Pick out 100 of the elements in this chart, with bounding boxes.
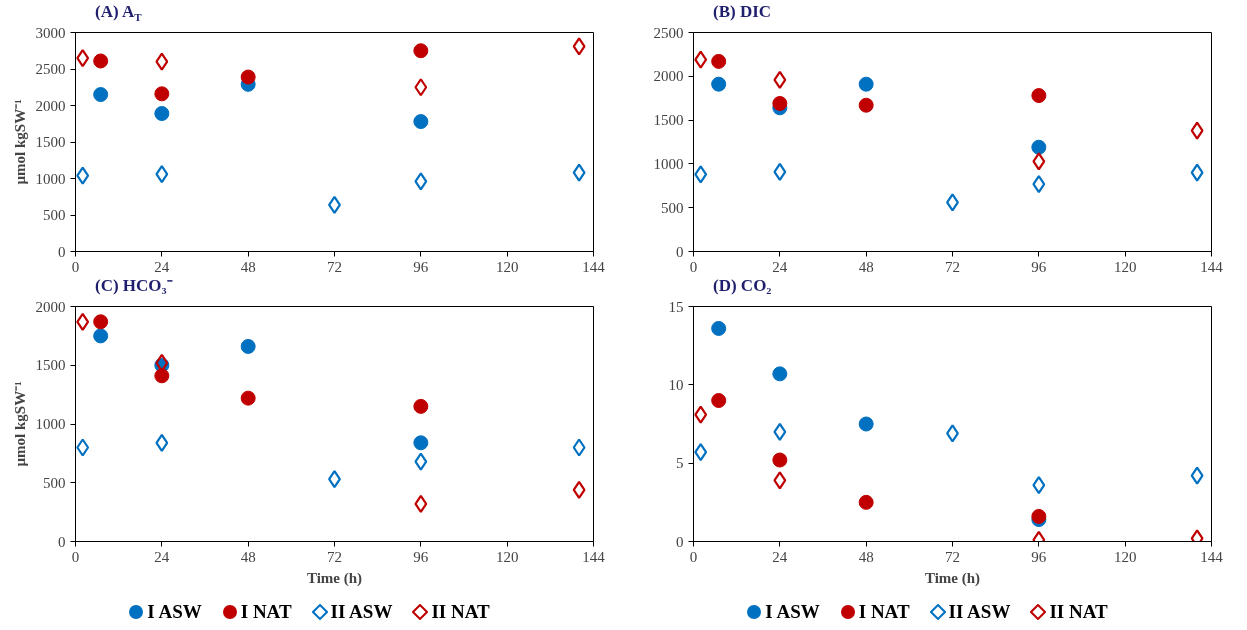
x-tick-label: 48: [858, 258, 874, 275]
y-tick-label: 500: [661, 199, 684, 216]
point: [154, 106, 170, 122]
x-tick-label: 24: [772, 258, 788, 275]
chart-title: (C) HCO₃⁻: [95, 275, 173, 297]
chart-title: (D) CO₂: [713, 275, 772, 297]
chart-title: (A) A$_{T}$: [95, 1, 142, 26]
y-tick-label: 5: [676, 455, 684, 472]
x-tick-label: 0: [71, 258, 80, 275]
point: [413, 435, 429, 451]
y-tick-label: 500: [43, 474, 66, 491]
point: [93, 314, 109, 330]
y-tick-label: 500: [43, 207, 66, 223]
x-axis-title: Time (h): [306, 569, 363, 587]
x-tick-label: 72: [327, 548, 342, 565]
point: [76, 166, 90, 185]
point: [414, 172, 428, 191]
point: [155, 433, 169, 452]
legend-label: I NAT: [857, 601, 910, 622]
x-tick-label: 72: [945, 258, 960, 275]
point: [413, 398, 429, 414]
point: [155, 165, 169, 184]
y-tick-label: 2000: [35, 97, 66, 114]
point: [413, 43, 429, 59]
y-tick-label: 3000: [35, 24, 66, 41]
point: [1031, 139, 1047, 155]
point: [711, 320, 727, 336]
x-tick-label: 144: [582, 548, 606, 565]
point: [694, 443, 708, 462]
point: [772, 452, 788, 468]
y-tick-label: 0: [676, 243, 684, 260]
point: [1032, 476, 1046, 495]
point: [711, 393, 727, 408]
legend-label: II NAT: [430, 601, 490, 622]
x-tick-label: 48: [240, 548, 256, 565]
point: [1190, 466, 1204, 485]
legend-label: I NAT: [239, 601, 292, 622]
point: [572, 163, 586, 182]
point: [572, 37, 586, 56]
point: [773, 162, 787, 181]
point: [154, 368, 170, 384]
x-tick-label: 72: [327, 258, 342, 275]
legend-label: I ASW: [146, 601, 202, 622]
point: [154, 86, 170, 102]
point: [694, 50, 708, 69]
x-tick-label: 96: [413, 548, 429, 565]
chart-title: (B) DIC: [713, 1, 772, 23]
y-tick-label: 0: [58, 243, 66, 260]
point: [76, 48, 90, 68]
point: [414, 494, 428, 513]
point: [858, 416, 874, 432]
point: [711, 76, 727, 92]
point: [773, 70, 787, 89]
x-axis-title: Time (h): [924, 569, 981, 587]
x-tick-label: 144: [582, 258, 606, 275]
legend-label: II ASW: [329, 601, 393, 622]
x-tick-label: 72: [945, 548, 960, 565]
point: [772, 95, 788, 111]
point: [76, 312, 90, 331]
x-tick-label: 120: [1113, 548, 1137, 565]
x-tick-label: 24: [154, 548, 170, 565]
point: [773, 471, 787, 490]
x-tick-label: 48: [858, 548, 874, 565]
point: [694, 405, 708, 424]
point: [1032, 152, 1046, 171]
point: [1031, 88, 1047, 104]
point: [93, 53, 109, 69]
x-tick-label: 0: [71, 548, 80, 565]
point: [414, 78, 428, 97]
y-tick-label: 1500: [35, 357, 66, 374]
point: [240, 338, 256, 354]
x-tick-label: 120: [495, 548, 519, 565]
y-tick-label: 2500: [35, 61, 66, 77]
point: [1032, 174, 1046, 194]
point: [711, 53, 727, 69]
point: [572, 438, 586, 457]
y-axis-title: µmol kgSW⁻¹: [11, 99, 28, 185]
point: [93, 87, 109, 103]
point: [772, 366, 788, 382]
point: [240, 390, 256, 406]
x-tick-label: 0: [689, 258, 698, 275]
point: [1190, 163, 1204, 182]
point: [1190, 121, 1204, 140]
y-axis-title: µmol kgSW⁻¹: [11, 381, 28, 467]
point: [240, 69, 256, 85]
x-tick-label: 144: [1200, 258, 1224, 275]
y-tick-label: 1000: [653, 155, 684, 172]
point: [858, 97, 874, 113]
point: [694, 165, 708, 184]
x-tick-label: 24: [154, 258, 170, 275]
point: [858, 494, 874, 510]
point: [414, 452, 428, 471]
y-tick-label: 2000: [35, 298, 66, 315]
y-tick-label: 1500: [653, 112, 684, 129]
x-tick-label: 96: [413, 258, 429, 275]
y-tick-label: 0: [676, 533, 684, 550]
y-tick-label: 0: [58, 533, 66, 550]
point: [76, 438, 90, 457]
legend-label: I ASW: [764, 601, 820, 622]
point: [413, 114, 429, 130]
